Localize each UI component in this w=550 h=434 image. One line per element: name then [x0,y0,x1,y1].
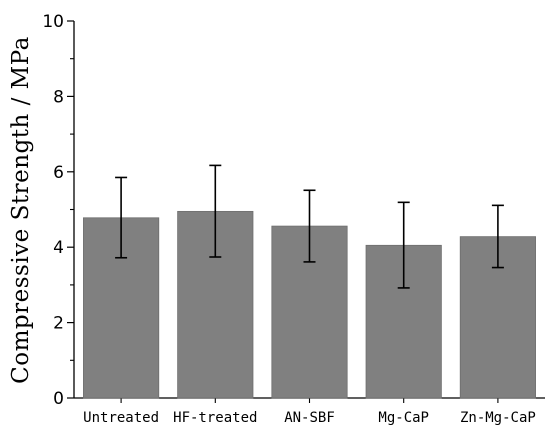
bars [83,210,536,399]
x-tick-label: Mg-CaP [378,410,429,426]
y-axis-title: Compressive Strength / MPa [8,36,34,384]
y-tick-label: 2 [53,314,64,334]
x-tick-label: Zn-Mg-CaP [460,410,536,426]
x-tick-label: Untreated [83,410,159,426]
y-tick-label: 8 [53,87,64,107]
y-tick-label: 4 [53,238,64,258]
y-tick-label: 6 [53,163,64,183]
error-bars [115,164,504,289]
y-tick-label: 10 [42,12,64,32]
y-tick-label: 0 [53,389,64,409]
x-tick-label: AN-SBF [284,410,335,426]
labels: 0 2 4 6 8 10 Untreated HF-treated AN-SBF Mg-CaP Zn… [42,12,535,426]
x-tick-label: HF-treated [173,410,257,426]
